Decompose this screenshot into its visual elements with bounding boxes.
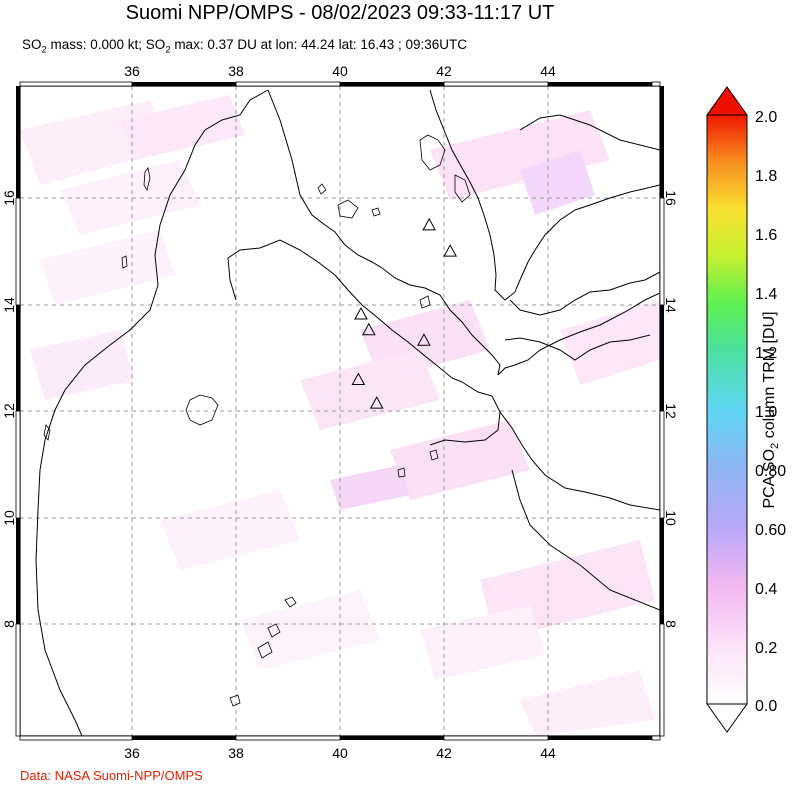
colorbar-tick: 1.4 [755, 286, 777, 303]
lat-tick-right: 10 [663, 510, 679, 526]
map-border-bars [15, 81, 665, 741]
volcano-marker-icon [422, 217, 437, 231]
colorbar-tick: 0.80 [755, 463, 786, 480]
lat-tick-left: 8 [1, 620, 17, 628]
colorbar: 2.0 1.8 1.6 1.4 1.2 1.0 0.80 0.60 0.4 0.… [706, 86, 786, 733]
colorbar-ticks: 2.0 1.8 1.6 1.4 1.2 1.0 0.80 0.60 0.4 0.… [755, 109, 786, 715]
map-title: Suomi NPP/OMPS - 08/02/2023 09:33-11:17 … [125, 2, 555, 24]
colorbar-tick: 0.2 [755, 640, 777, 657]
coastlines-borders [35, 89, 660, 736]
lat-tick-right: 14 [663, 297, 679, 313]
lon-tick-top: 36 [124, 63, 140, 79]
lat-tick-right: 8 [663, 620, 679, 628]
volcano-marker-icon [443, 244, 458, 257]
lat-ticks-right: 16 14 12 10 8 [663, 190, 679, 628]
lon-tick-bottom: 40 [332, 745, 348, 761]
so2-pixels [20, 95, 660, 736]
colorbar-label: PCA SO2 column TRM [DU] [760, 311, 782, 509]
lon-tick-bottom: 42 [436, 745, 452, 761]
lat-tick-left: 10 [1, 510, 17, 526]
lon-tick-bottom: 36 [124, 745, 140, 761]
lon-tick-top: 40 [332, 63, 348, 79]
colorbar-tick: 0.0 [755, 698, 777, 715]
volcano-marker-icon [362, 322, 376, 336]
colorbar-gradient [706, 114, 748, 705]
lon-tick-top: 44 [540, 63, 556, 79]
lon-tick-top: 38 [228, 63, 244, 79]
lon-tick-bottom: 38 [228, 745, 244, 761]
volcano-marker-icon [354, 306, 368, 320]
colorbar-bottom-arrow [706, 703, 748, 733]
map-subtitle: SO2 mass: 0.000 kt; SO2 max: 0.37 DU at … [22, 37, 467, 56]
lat-ticks-left: 16 14 12 10 8 [1, 190, 17, 628]
lat-tick-right: 12 [663, 403, 679, 419]
volcano-marker-icon [369, 396, 384, 409]
data-source: Data: NASA Suomi-NPP/OMPS [20, 768, 203, 783]
volcano-markers [351, 217, 458, 409]
colorbar-tick: 1.2 [755, 345, 777, 362]
colorbar-tick: 2.0 [755, 109, 777, 126]
lon-tick-top: 42 [436, 63, 452, 79]
lat-tick-left: 14 [1, 297, 17, 313]
lon-ticks-bottom: 36 38 40 42 44 [124, 745, 556, 761]
colorbar-tick: 0.4 [755, 581, 777, 598]
lat-tick-right: 16 [663, 190, 679, 206]
colorbar-tick: 0.60 [755, 522, 786, 539]
lon-tick-bottom: 44 [540, 745, 556, 761]
colorbar-tick: 1.0 [755, 404, 777, 421]
colorbar-tick: 1.8 [755, 168, 777, 185]
volcano-marker-icon [351, 372, 366, 386]
lat-tick-left: 12 [1, 403, 17, 419]
lon-ticks-top: 36 38 40 42 44 [124, 63, 556, 79]
volcano-marker-icon [417, 333, 431, 346]
colorbar-tick: 1.6 [755, 227, 777, 244]
map-graticule [20, 86, 660, 736]
lakes-islands [43, 134, 471, 707]
lat-tick-left: 16 [1, 190, 17, 206]
colorbar-top-arrow [706, 86, 748, 116]
